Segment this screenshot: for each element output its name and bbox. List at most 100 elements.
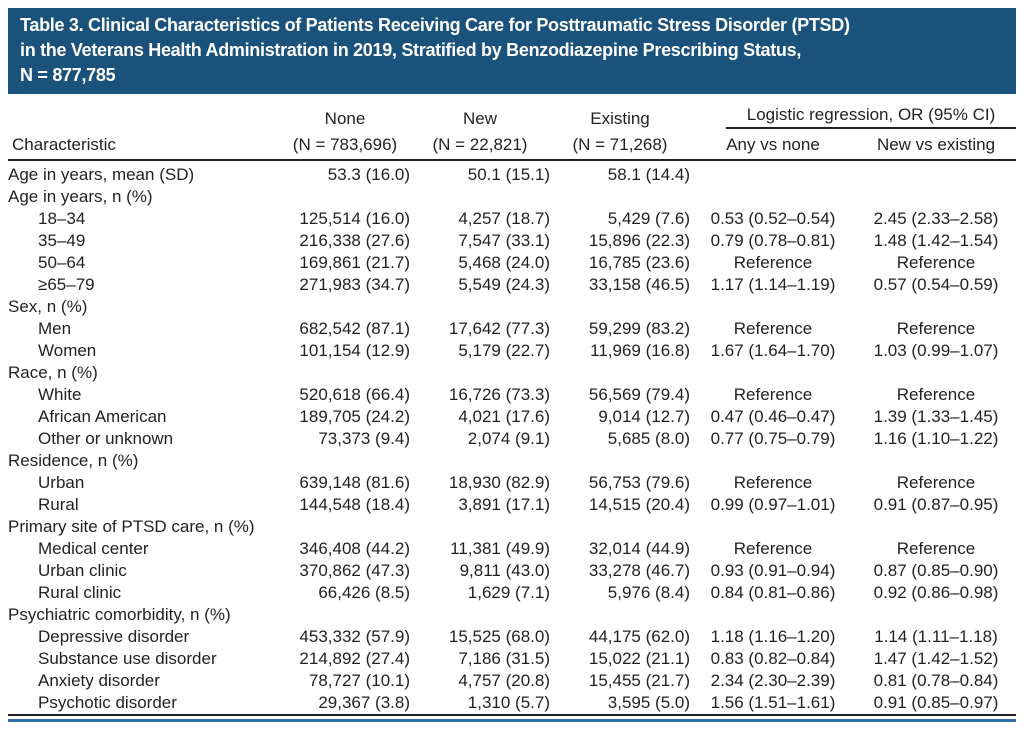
- cell-existing: 11,969 (16.8): [590, 341, 690, 360]
- row-label: Rural: [38, 495, 79, 514]
- table-row: Medical center 346,408 (44.2) 11,381 (49.9…: [8, 538, 1016, 560]
- cell-new: 5,468 (24.0): [458, 253, 550, 272]
- bottom-accent-rule: [8, 719, 1016, 722]
- cell-none: [280, 604, 410, 626]
- cell-existing: 15,455 (21.7): [588, 671, 690, 690]
- table-row: Anxiety disorder 78,727 (10.1) 4,757 (20.8…: [8, 670, 1016, 692]
- cell-existing: [550, 516, 690, 538]
- cell-none: 520,618 (66.4): [299, 385, 410, 404]
- row-label: Urban clinic: [38, 561, 127, 580]
- row-label: Primary site of PTSD care, n (%): [8, 517, 255, 536]
- table-row: Age in years, mean (SD) 53.3 (16.0) 50.1 (…: [8, 160, 1016, 186]
- cell-existing: 15,022 (21.1): [588, 649, 690, 668]
- cell-new: [410, 604, 550, 626]
- row-label: Men: [38, 319, 72, 338]
- section-header-row: Age in years, n (%): [8, 186, 1016, 208]
- section-header-row: Residence, n (%): [8, 450, 1016, 472]
- cell-existing: 9,014 (12.7): [598, 407, 690, 426]
- cell-any-vs-none: Reference: [733, 253, 813, 272]
- row-label: Substance use disorder: [38, 649, 217, 668]
- cell-new-vs-existing: [856, 604, 1016, 626]
- row-label: Age in years, n (%): [8, 187, 153, 206]
- cell-new-vs-existing: Reference: [896, 253, 976, 272]
- cell-any-vs-none: 1.67 (1.64–1.70): [710, 341, 836, 360]
- cell-none: 125,514 (16.0): [299, 209, 410, 228]
- cell-new: 11,381 (49.9): [450, 539, 550, 558]
- row-label: Anxiety disorder: [38, 671, 160, 690]
- cell-existing: 33,278 (46.7): [588, 561, 690, 580]
- cell-none: 189,705 (24.2): [299, 407, 410, 426]
- table-row: Rural 144,548 (18.4) 3,891 (17.1) 14,515 (2…: [8, 494, 1016, 516]
- cell-any-vs-none: 0.83 (0.82–0.84): [710, 649, 836, 668]
- row-label: Medical center: [38, 539, 149, 558]
- row-label: Sex, n (%): [8, 297, 88, 316]
- row-label: White: [38, 385, 82, 404]
- table-row: 18–34 125,514 (16.0) 4,257 (18.7) 5,429 (7.…: [8, 208, 1016, 230]
- cell-new-vs-existing: Reference: [896, 319, 976, 338]
- cell-new-vs-existing: 0.91 (0.85–0.97): [873, 693, 999, 712]
- row-label: Race, n (%): [8, 363, 98, 382]
- cell-existing: 56,753 (79.6): [588, 473, 690, 492]
- column-subheader-none-n: (N = 783,696): [280, 129, 410, 161]
- cell-any-vs-none: [690, 362, 856, 384]
- section-header-row: Primary site of PTSD care, n (%): [8, 516, 1016, 538]
- cell-none: 639,148 (81.6): [299, 473, 410, 492]
- table-title-line-1: Table 3. Clinical Characteristics of Pat…: [20, 15, 850, 35]
- cell-new: [410, 516, 550, 538]
- cell-new: 2,074 (9.1): [467, 429, 550, 448]
- cell-existing: 5,976 (8.4): [607, 583, 690, 602]
- column-subheader-existing-n: (N = 71,268): [550, 129, 690, 161]
- cell-new-vs-existing: [856, 362, 1016, 384]
- row-label: Urban: [38, 473, 85, 492]
- row-label: Other or unknown: [38, 429, 174, 448]
- cell-any-vs-none: 1.18 (1.16–1.20): [710, 627, 836, 646]
- cell-existing: 58.1 (14.4): [607, 165, 690, 184]
- cell-new: 4,257 (18.7): [458, 209, 550, 228]
- cell-new-vs-existing: 2.45 (2.33–2.58): [873, 209, 999, 228]
- cell-any-vs-none: 1.56 (1.51–1.61): [710, 693, 836, 712]
- cell-any-vs-none: Reference: [733, 319, 813, 338]
- cell-new: 3,891 (17.1): [458, 495, 550, 514]
- table-row: 35–49 216,338 (27.6) 7,547 (33.1) 15,896 (2…: [8, 230, 1016, 252]
- cell-existing: [550, 604, 690, 626]
- cell-any-vs-none: 0.99 (0.97–1.01): [710, 495, 836, 514]
- table-row: ≥65–79 271,983 (34.7) 5,549 (24.3) 33,158 (…: [8, 274, 1016, 296]
- cell-existing: 59,299 (83.2): [588, 319, 690, 338]
- cell-new-vs-existing: [856, 296, 1016, 318]
- cell-new: 1,310 (5.7): [467, 693, 550, 712]
- cell-any-vs-none: [690, 186, 856, 208]
- section-header-row: Race, n (%): [8, 362, 1016, 384]
- cell-any-vs-none: Reference: [733, 539, 813, 558]
- cell-new-vs-existing: Reference: [896, 385, 976, 404]
- cell-new-vs-existing: 1.48 (1.42–1.54): [873, 231, 999, 250]
- cell-new: 17,642 (77.3): [448, 319, 550, 338]
- table-row: Substance use disorder 214,892 (27.4) 7,18…: [8, 648, 1016, 670]
- cell-none: [280, 450, 410, 472]
- row-label: African American: [38, 407, 167, 426]
- cell-existing: 32,014 (44.9): [588, 539, 690, 558]
- cell-none: 78,727 (10.1): [308, 671, 410, 690]
- cell-existing: 5,685 (8.0): [607, 429, 690, 448]
- cell-existing: [550, 186, 690, 208]
- cell-none: 66,426 (8.5): [318, 583, 410, 602]
- cell-existing: 3,595 (5.0): [607, 693, 690, 712]
- cell-existing: 44,175 (62.0): [588, 627, 690, 646]
- row-label: Women: [38, 341, 97, 360]
- table-title-line-3: N = 877,785: [20, 65, 116, 85]
- cell-new: 16,726 (73.3): [448, 385, 550, 404]
- section-header-row: Psychiatric comorbidity, n (%): [8, 604, 1016, 626]
- cell-any-vs-none: [690, 450, 856, 472]
- table-body: Age in years, mean (SD) 53.3 (16.0) 50.1 (…: [8, 160, 1016, 715]
- cell-new-vs-existing: 1.47 (1.42–1.52): [873, 649, 999, 668]
- cell-none: [280, 516, 410, 538]
- row-label: 50–64: [38, 253, 86, 272]
- row-label: Rural clinic: [38, 583, 122, 602]
- cell-any-vs-none: 0.93 (0.91–0.94): [710, 561, 836, 580]
- cell-none: 144,548 (18.4): [299, 495, 410, 514]
- table-row: Other or unknown 73,373 (9.4) 2,074 (9.1) 5…: [8, 428, 1016, 450]
- column-header-none: None: [324, 109, 366, 128]
- cell-none: 271,983 (34.7): [299, 275, 410, 294]
- cell-existing: 33,158 (46.5): [588, 275, 690, 294]
- cell-existing: [550, 362, 690, 384]
- cell-any-vs-none: 2.34 (2.30–2.39): [710, 671, 836, 690]
